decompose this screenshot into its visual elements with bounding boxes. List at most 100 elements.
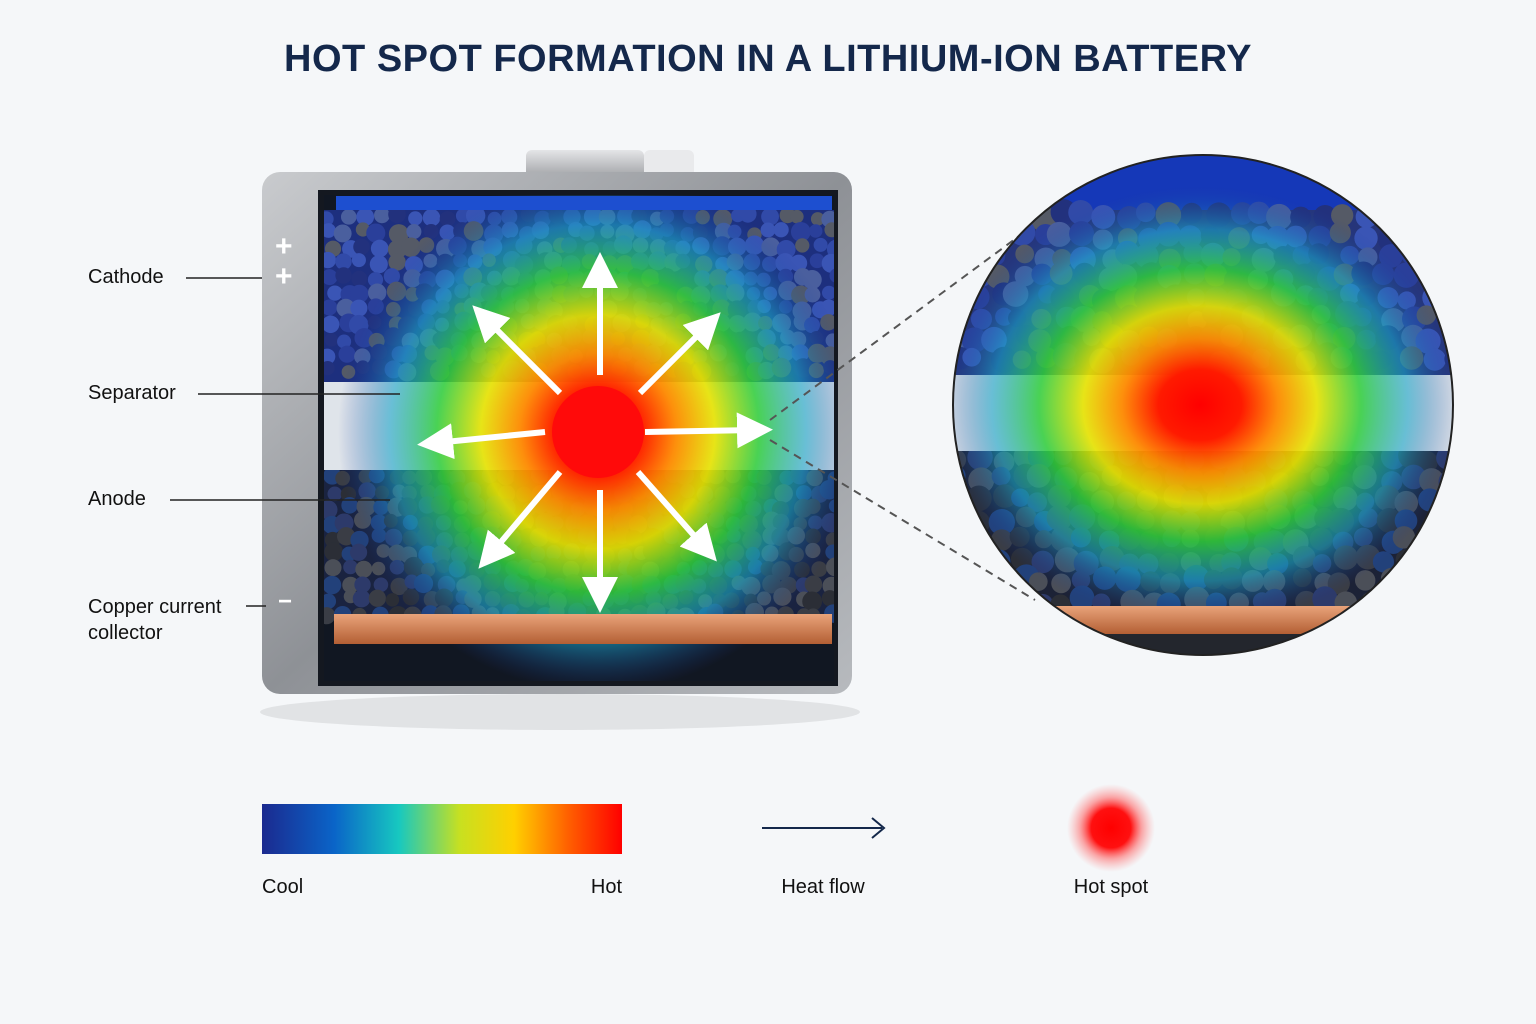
particle [1424, 202, 1445, 224]
particle [821, 253, 834, 273]
particle [324, 223, 336, 238]
legend-label: Hot [590, 876, 622, 898]
label: Copper current collector [88, 596, 222, 644]
particle [1400, 242, 1424, 265]
particle [351, 270, 368, 287]
particle [962, 528, 987, 552]
particle [989, 570, 1014, 594]
particle [967, 552, 987, 572]
particle [1393, 572, 1417, 596]
particle [324, 315, 340, 334]
copper-collector [334, 614, 832, 644]
particle [1015, 593, 1036, 614]
label: Separator [88, 382, 176, 404]
particle [790, 209, 804, 224]
particle [1417, 531, 1442, 556]
particle [953, 307, 966, 331]
particle [324, 251, 337, 269]
particle [953, 266, 971, 293]
arrow [644, 412, 773, 449]
particle [953, 588, 971, 614]
heat-map [953, 185, 1453, 625]
particle [324, 211, 334, 227]
particle [324, 299, 338, 316]
particle [1440, 569, 1453, 596]
particle [1447, 331, 1453, 350]
particle [333, 224, 352, 243]
particle [324, 593, 337, 609]
particle [1447, 222, 1453, 246]
particle [822, 285, 834, 300]
particle [813, 237, 828, 252]
polarity-sign: + [275, 260, 293, 293]
heat-flow-arrowhead [871, 817, 886, 839]
particle [1438, 547, 1453, 573]
temperature-scale [262, 804, 622, 854]
arrow [472, 305, 563, 396]
particle [408, 211, 423, 226]
particle [953, 570, 967, 594]
legend-label: Heat flow [781, 876, 865, 898]
particle [324, 332, 339, 347]
particle [1442, 486, 1453, 506]
particle [953, 201, 971, 227]
particle [327, 285, 343, 301]
hot-spot [552, 386, 644, 478]
particle [1414, 248, 1436, 270]
particle [1416, 550, 1443, 577]
particle [962, 573, 981, 592]
particle [1414, 226, 1438, 250]
particle [761, 207, 779, 226]
particle [374, 207, 390, 224]
particle [337, 334, 352, 349]
heat-arrows [417, 252, 773, 613]
particle [1442, 505, 1453, 532]
particle [324, 348, 336, 365]
particle [809, 253, 825, 269]
particle [810, 212, 825, 226]
particle [824, 222, 834, 238]
particle [324, 559, 342, 577]
particle [350, 299, 368, 317]
particle [1439, 262, 1453, 285]
particle [1360, 591, 1383, 614]
base [953, 634, 1453, 655]
particle [1381, 591, 1405, 615]
particle [324, 500, 338, 520]
particle [336, 298, 356, 318]
particle [342, 576, 359, 594]
particle [790, 222, 811, 242]
zoom-line [769, 227, 1031, 421]
particle [953, 488, 965, 515]
zoom-view [953, 155, 1453, 655]
legend-label: Cool [262, 876, 304, 898]
aluminum-collector [336, 196, 832, 210]
zoom-line [769, 439, 1036, 601]
arrow [417, 423, 546, 460]
arrow [637, 312, 721, 396]
particle [369, 255, 388, 274]
particle [773, 222, 789, 238]
particle [324, 607, 336, 625]
particle [1400, 221, 1427, 248]
particle [953, 504, 972, 531]
particle [1447, 244, 1453, 267]
particle [353, 238, 370, 256]
polarity-sign: + [275, 230, 293, 263]
particle [351, 253, 366, 268]
particle [1418, 572, 1439, 593]
particle [367, 272, 384, 288]
particle [953, 224, 966, 249]
particle [1446, 288, 1453, 308]
legend-label: Hot spot [1073, 876, 1149, 898]
particle [953, 241, 963, 265]
label: Anode [88, 488, 146, 510]
particle [992, 200, 1018, 225]
particle [953, 290, 962, 310]
particle [354, 576, 371, 593]
particle [352, 589, 371, 608]
label: Cathode [88, 266, 164, 288]
particle [327, 486, 343, 502]
